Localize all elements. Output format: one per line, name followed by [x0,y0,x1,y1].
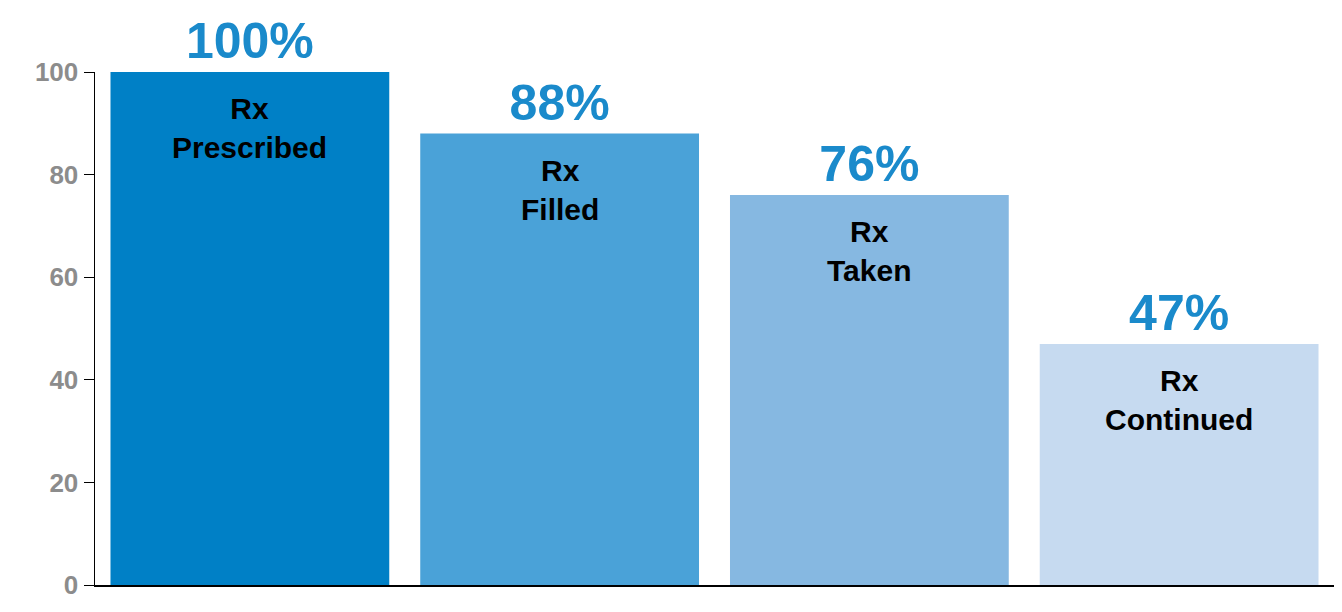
svg-text:47%: 47% [1129,285,1229,341]
svg-text:76%: 76% [819,136,919,192]
svg-text:RxFilled: RxFilled [521,154,599,226]
svg-text:100: 100 [35,57,78,87]
svg-text:88%: 88% [510,75,610,131]
svg-text:20: 20 [49,468,78,498]
svg-text:0: 0 [64,570,78,600]
svg-text:100%: 100% [186,13,314,69]
svg-text:RxPrescribed: RxPrescribed [172,92,327,164]
svg-text:40: 40 [49,365,78,395]
svg-text:80: 80 [49,160,78,190]
svg-text:60: 60 [49,262,78,292]
svg-text:RxTaken: RxTaken [827,215,911,287]
svg-text:RxContinued: RxContinued [1105,364,1253,436]
